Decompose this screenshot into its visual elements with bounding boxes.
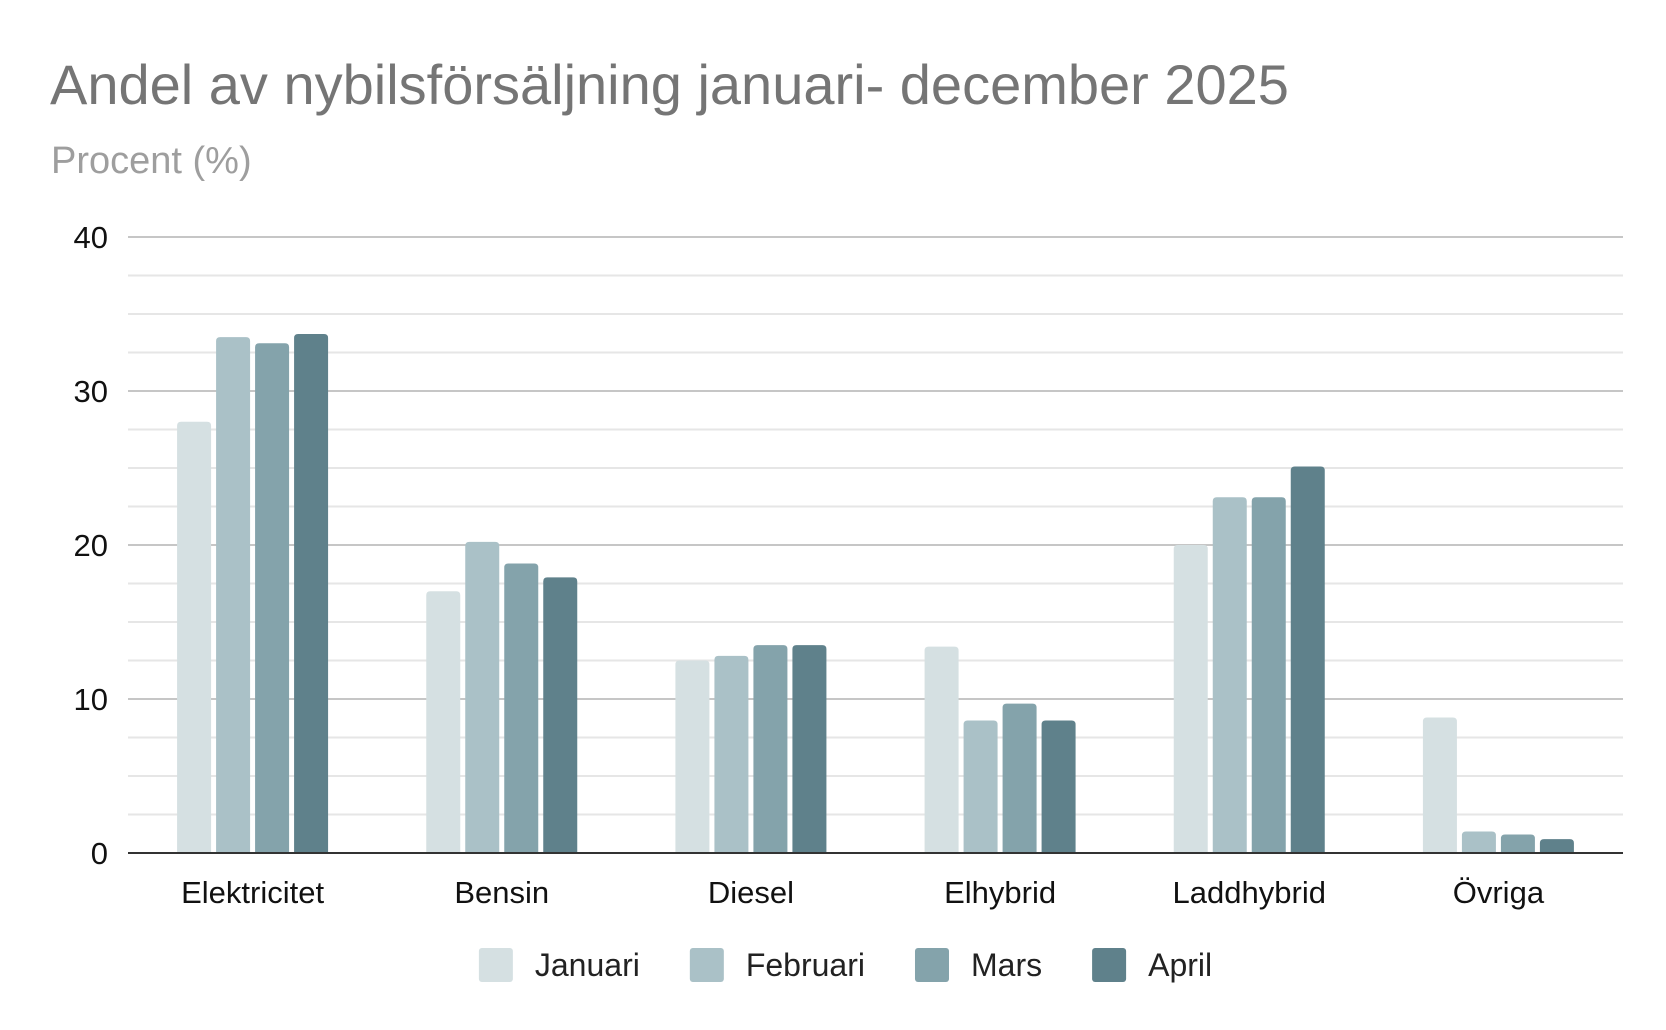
bar <box>177 421 212 853</box>
bar <box>1002 703 1037 853</box>
x-tick-label: Bensin <box>454 875 549 910</box>
bar <box>255 343 290 853</box>
bar <box>924 646 959 853</box>
x-tick-label: Elhybrid <box>944 875 1056 910</box>
y-tick-label: 0 <box>91 836 108 871</box>
legend-item: Februari <box>689 947 865 983</box>
legend-swatch <box>478 948 513 982</box>
bar <box>543 577 578 853</box>
bar <box>1041 720 1076 853</box>
bar <box>1251 497 1286 853</box>
gridlines <box>128 236 1623 816</box>
bar <box>216 337 251 854</box>
bar <box>465 541 500 853</box>
legend-swatch <box>1092 948 1127 982</box>
bar <box>675 660 710 853</box>
legend-item: April <box>1092 947 1212 983</box>
bar <box>1422 717 1457 853</box>
x-tick-label: Diesel <box>708 875 794 910</box>
legend: Januari Februari Mars April <box>478 947 1212 983</box>
bar <box>1539 839 1574 853</box>
legend-label: Mars <box>971 947 1042 983</box>
bar <box>1500 834 1535 853</box>
bar <box>753 645 788 853</box>
legend-label: Februari <box>746 947 865 983</box>
y-tick-label: 10 <box>74 682 108 717</box>
x-tick-label: Elektricitet <box>181 875 324 910</box>
legend-swatch <box>914 948 949 982</box>
x-tick-label: Övriga <box>1453 875 1545 910</box>
y-tick-label: 40 <box>74 220 108 255</box>
bar <box>1173 545 1208 853</box>
bars <box>177 334 1574 854</box>
legend-label: April <box>1148 947 1212 983</box>
bar <box>426 591 461 853</box>
bar <box>294 334 329 853</box>
bar <box>792 645 827 853</box>
legend-swatch <box>689 948 724 982</box>
bar <box>963 720 998 853</box>
y-tick-label: 20 <box>74 528 108 563</box>
legend-item: Januari <box>478 947 640 983</box>
y-tick-label: 30 <box>74 374 108 409</box>
chart-title: Andel av nybilsförsäljning januari- dece… <box>50 53 1289 116</box>
bar <box>714 655 749 853</box>
bar <box>1290 466 1325 853</box>
chart-subtitle: Procent (%) <box>51 140 252 182</box>
legend-item: Mars <box>914 947 1042 983</box>
bar <box>1461 831 1496 853</box>
legend-label: Januari <box>535 947 640 983</box>
bar <box>504 563 539 853</box>
x-tick-label: Laddhybrid <box>1173 875 1326 910</box>
y-axis-labels: 0 10 20 30 40 <box>74 220 108 871</box>
bar <box>1212 497 1247 853</box>
